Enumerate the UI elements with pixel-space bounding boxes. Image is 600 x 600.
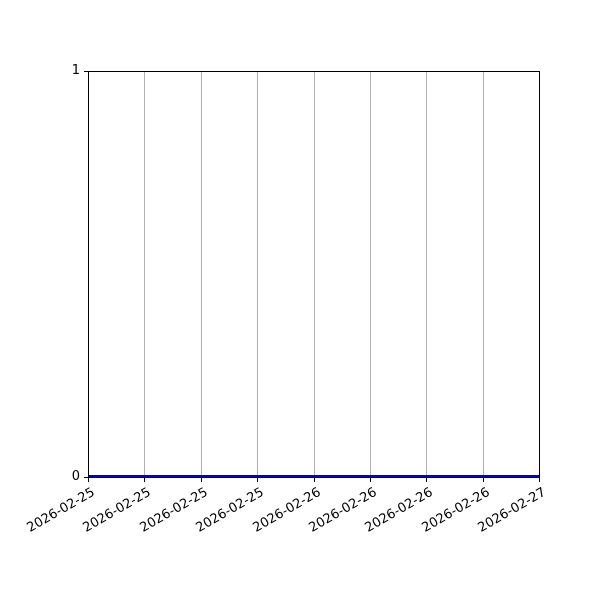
x-gridline	[144, 72, 145, 477]
y-tick-mark	[84, 71, 88, 72]
x-tick-mark	[370, 478, 371, 482]
x-gridline	[314, 72, 315, 477]
x-tick-mark	[426, 478, 427, 482]
x-gridline	[201, 72, 202, 477]
x-tick-mark	[483, 478, 484, 482]
x-gridline	[370, 72, 371, 477]
plot-area	[88, 71, 540, 478]
x-tick-mark	[201, 478, 202, 482]
x-tick-mark	[314, 478, 315, 482]
x-gridline	[483, 72, 484, 477]
y-tick-label: 0	[71, 469, 80, 484]
x-tick-mark	[144, 478, 145, 482]
x-tick-mark	[539, 478, 540, 482]
y-tick-mark	[84, 477, 88, 478]
x-tick-mark	[88, 478, 89, 482]
data-line-svg	[89, 475, 539, 477]
x-gridline	[257, 72, 258, 477]
y-tick-label: 1	[71, 63, 80, 78]
x-tick-mark	[257, 478, 258, 482]
x-gridline	[426, 72, 427, 477]
